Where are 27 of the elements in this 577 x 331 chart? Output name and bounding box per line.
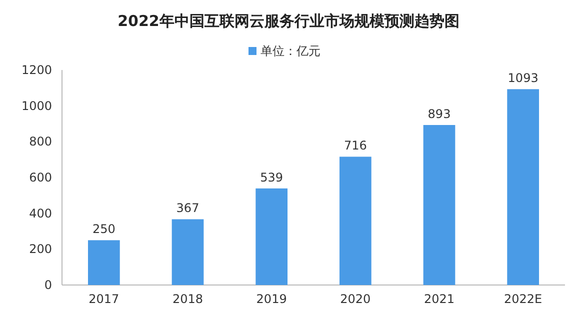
data-label: 539 bbox=[260, 170, 284, 184]
data-label: 716 bbox=[344, 138, 367, 153]
y-tick-label: 1200 bbox=[21, 63, 52, 77]
y-tick-label: 200 bbox=[29, 242, 52, 256]
y-tick-label: 400 bbox=[29, 206, 52, 220]
bar bbox=[256, 188, 288, 285]
chart-title: 2022年中国互联网云服务行业市场规模预测趋势图 bbox=[118, 12, 460, 30]
y-tick-label: 0 bbox=[44, 278, 52, 292]
x-tick-label: 2017 bbox=[88, 292, 120, 306]
data-label: 893 bbox=[428, 107, 451, 122]
x-tick-label: 2018 bbox=[172, 292, 204, 306]
x-tick-label: 2022E bbox=[504, 292, 542, 306]
bar bbox=[339, 156, 372, 285]
x-tick-label: 2019 bbox=[256, 292, 287, 306]
bar bbox=[423, 125, 456, 285]
data-label: 250 bbox=[92, 222, 116, 236]
bar bbox=[172, 219, 204, 285]
y-tick-label: 800 bbox=[29, 134, 52, 149]
y-tick-label: 1000 bbox=[21, 98, 52, 113]
x-tick-label: 2020 bbox=[340, 292, 371, 306]
legend-label: 单位：亿元 bbox=[260, 44, 320, 58]
data-label: 1093 bbox=[508, 71, 538, 86]
bar bbox=[507, 89, 540, 285]
data-label: 367 bbox=[176, 201, 200, 216]
y-tick-label: 600 bbox=[29, 170, 52, 184]
bar bbox=[88, 240, 120, 285]
x-tick-label: 2021 bbox=[424, 292, 455, 306]
